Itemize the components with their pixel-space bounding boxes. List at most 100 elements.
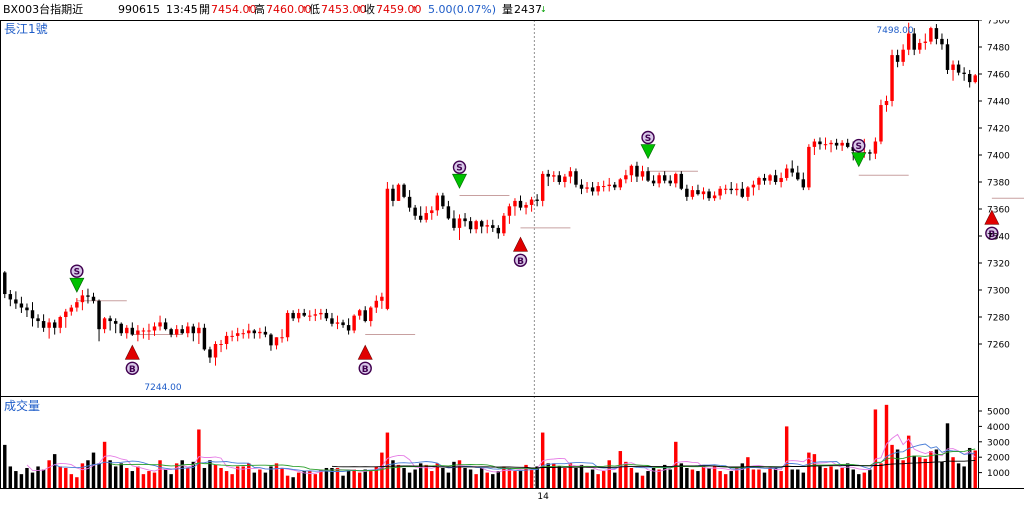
candle-body	[341, 322, 345, 326]
candle-body	[69, 307, 74, 312]
volume-bar	[97, 463, 101, 488]
trade-signals: SBBSBSSBB	[69, 130, 1000, 375]
buy-signal-triangle	[984, 209, 1000, 225]
volume-bar	[163, 469, 168, 488]
volume-bar	[80, 463, 85, 488]
candle-body	[274, 337, 279, 346]
volume-bar	[879, 463, 883, 488]
candle-body	[613, 184, 617, 188]
volume-bar	[64, 467, 68, 488]
candle-body	[125, 327, 129, 334]
volume-label: 量	[502, 3, 513, 16]
volume-bar	[3, 444, 7, 488]
volume-bar	[496, 471, 501, 488]
candle-body	[424, 213, 428, 220]
volume-bars	[3, 404, 977, 488]
candle-body	[685, 188, 689, 197]
candle-body	[369, 307, 373, 322]
x-tick-label: 14	[537, 492, 549, 502]
candle-body	[712, 195, 717, 199]
candle-body	[823, 144, 828, 146]
candle-body	[213, 344, 218, 358]
volume-bar	[762, 472, 767, 488]
sell-signal-letter: S	[74, 268, 80, 278]
candle-body	[701, 191, 706, 195]
candle-body	[208, 349, 212, 358]
price-volume-chart[interactable]: SBBSBSSBB 141575007480746074407420740073…	[0, 17, 1024, 503]
volume-bar	[352, 469, 356, 488]
volume-bar	[579, 464, 584, 488]
candle-body	[3, 272, 7, 295]
volume-bar	[213, 464, 218, 488]
volume-bar	[818, 466, 822, 488]
candle-body	[945, 44, 950, 70]
candle-body	[280, 337, 284, 339]
candle-body	[884, 101, 889, 106]
volume-bar	[380, 452, 384, 488]
volume-bar	[14, 471, 18, 488]
volume-bar	[540, 432, 545, 488]
volume-tick-label: 3000	[987, 438, 1010, 448]
volume-bar	[479, 467, 484, 488]
candle-body	[635, 165, 639, 177]
symbol-name: BX003台指期近	[3, 3, 84, 16]
volume-bar	[186, 467, 190, 488]
volume-bar	[424, 464, 428, 488]
volume-bar	[768, 467, 772, 488]
candle-body	[385, 188, 390, 309]
volume-bar	[141, 474, 146, 488]
volume-bar	[363, 469, 367, 488]
sell-signal-triangle	[640, 144, 656, 160]
volume-bar	[940, 461, 944, 488]
volume-bar	[230, 474, 234, 488]
sell-signal-letter: S	[645, 134, 651, 144]
candle-body	[141, 330, 146, 332]
candle-body	[457, 218, 462, 228]
candle-body	[524, 204, 528, 208]
candle-body	[263, 331, 268, 335]
volume-bar	[513, 471, 517, 488]
candle-body	[535, 199, 539, 201]
volume-bar	[330, 467, 334, 488]
volume-bar	[973, 450, 977, 488]
volume-bar	[308, 471, 312, 488]
candle-body	[967, 74, 972, 83]
candle-body	[973, 75, 977, 83]
volume-bar	[779, 471, 783, 488]
volume-bar	[402, 467, 406, 488]
candle-body	[119, 323, 123, 334]
volume-bar	[385, 432, 390, 488]
volume-bar	[524, 464, 528, 488]
price-tick-label: 7420	[987, 125, 1010, 135]
volume-bar	[657, 469, 661, 488]
candle-body	[485, 225, 489, 227]
candle-body	[552, 175, 556, 177]
candle-body	[624, 175, 628, 180]
candle-body	[507, 206, 512, 216]
candle-body	[247, 330, 251, 334]
candle-body	[324, 312, 329, 319]
volume-bar	[174, 463, 179, 488]
volume-bar	[890, 444, 894, 488]
candle-body	[25, 307, 29, 311]
volume-bar	[41, 469, 46, 488]
volume-tick-label: 4000	[987, 423, 1010, 433]
volume-bar	[668, 469, 672, 488]
volume-bar	[845, 463, 850, 488]
candle-body	[496, 227, 501, 234]
candle-body	[601, 186, 606, 188]
high-label: 高	[254, 3, 265, 16]
volume-bar	[546, 463, 550, 488]
volume-bar	[130, 471, 135, 488]
candle-body	[879, 105, 883, 142]
sell-signal-badge	[641, 130, 655, 145]
candle-body	[807, 146, 811, 188]
volume-bar	[36, 466, 40, 488]
buy-signal-badge	[358, 361, 372, 375]
candle-body	[568, 171, 573, 177]
candle-body	[956, 64, 961, 73]
candle-body	[224, 335, 229, 344]
volume-bar	[102, 441, 107, 488]
candle-body	[407, 196, 412, 208]
price-tick-label: 7440	[987, 98, 1010, 108]
